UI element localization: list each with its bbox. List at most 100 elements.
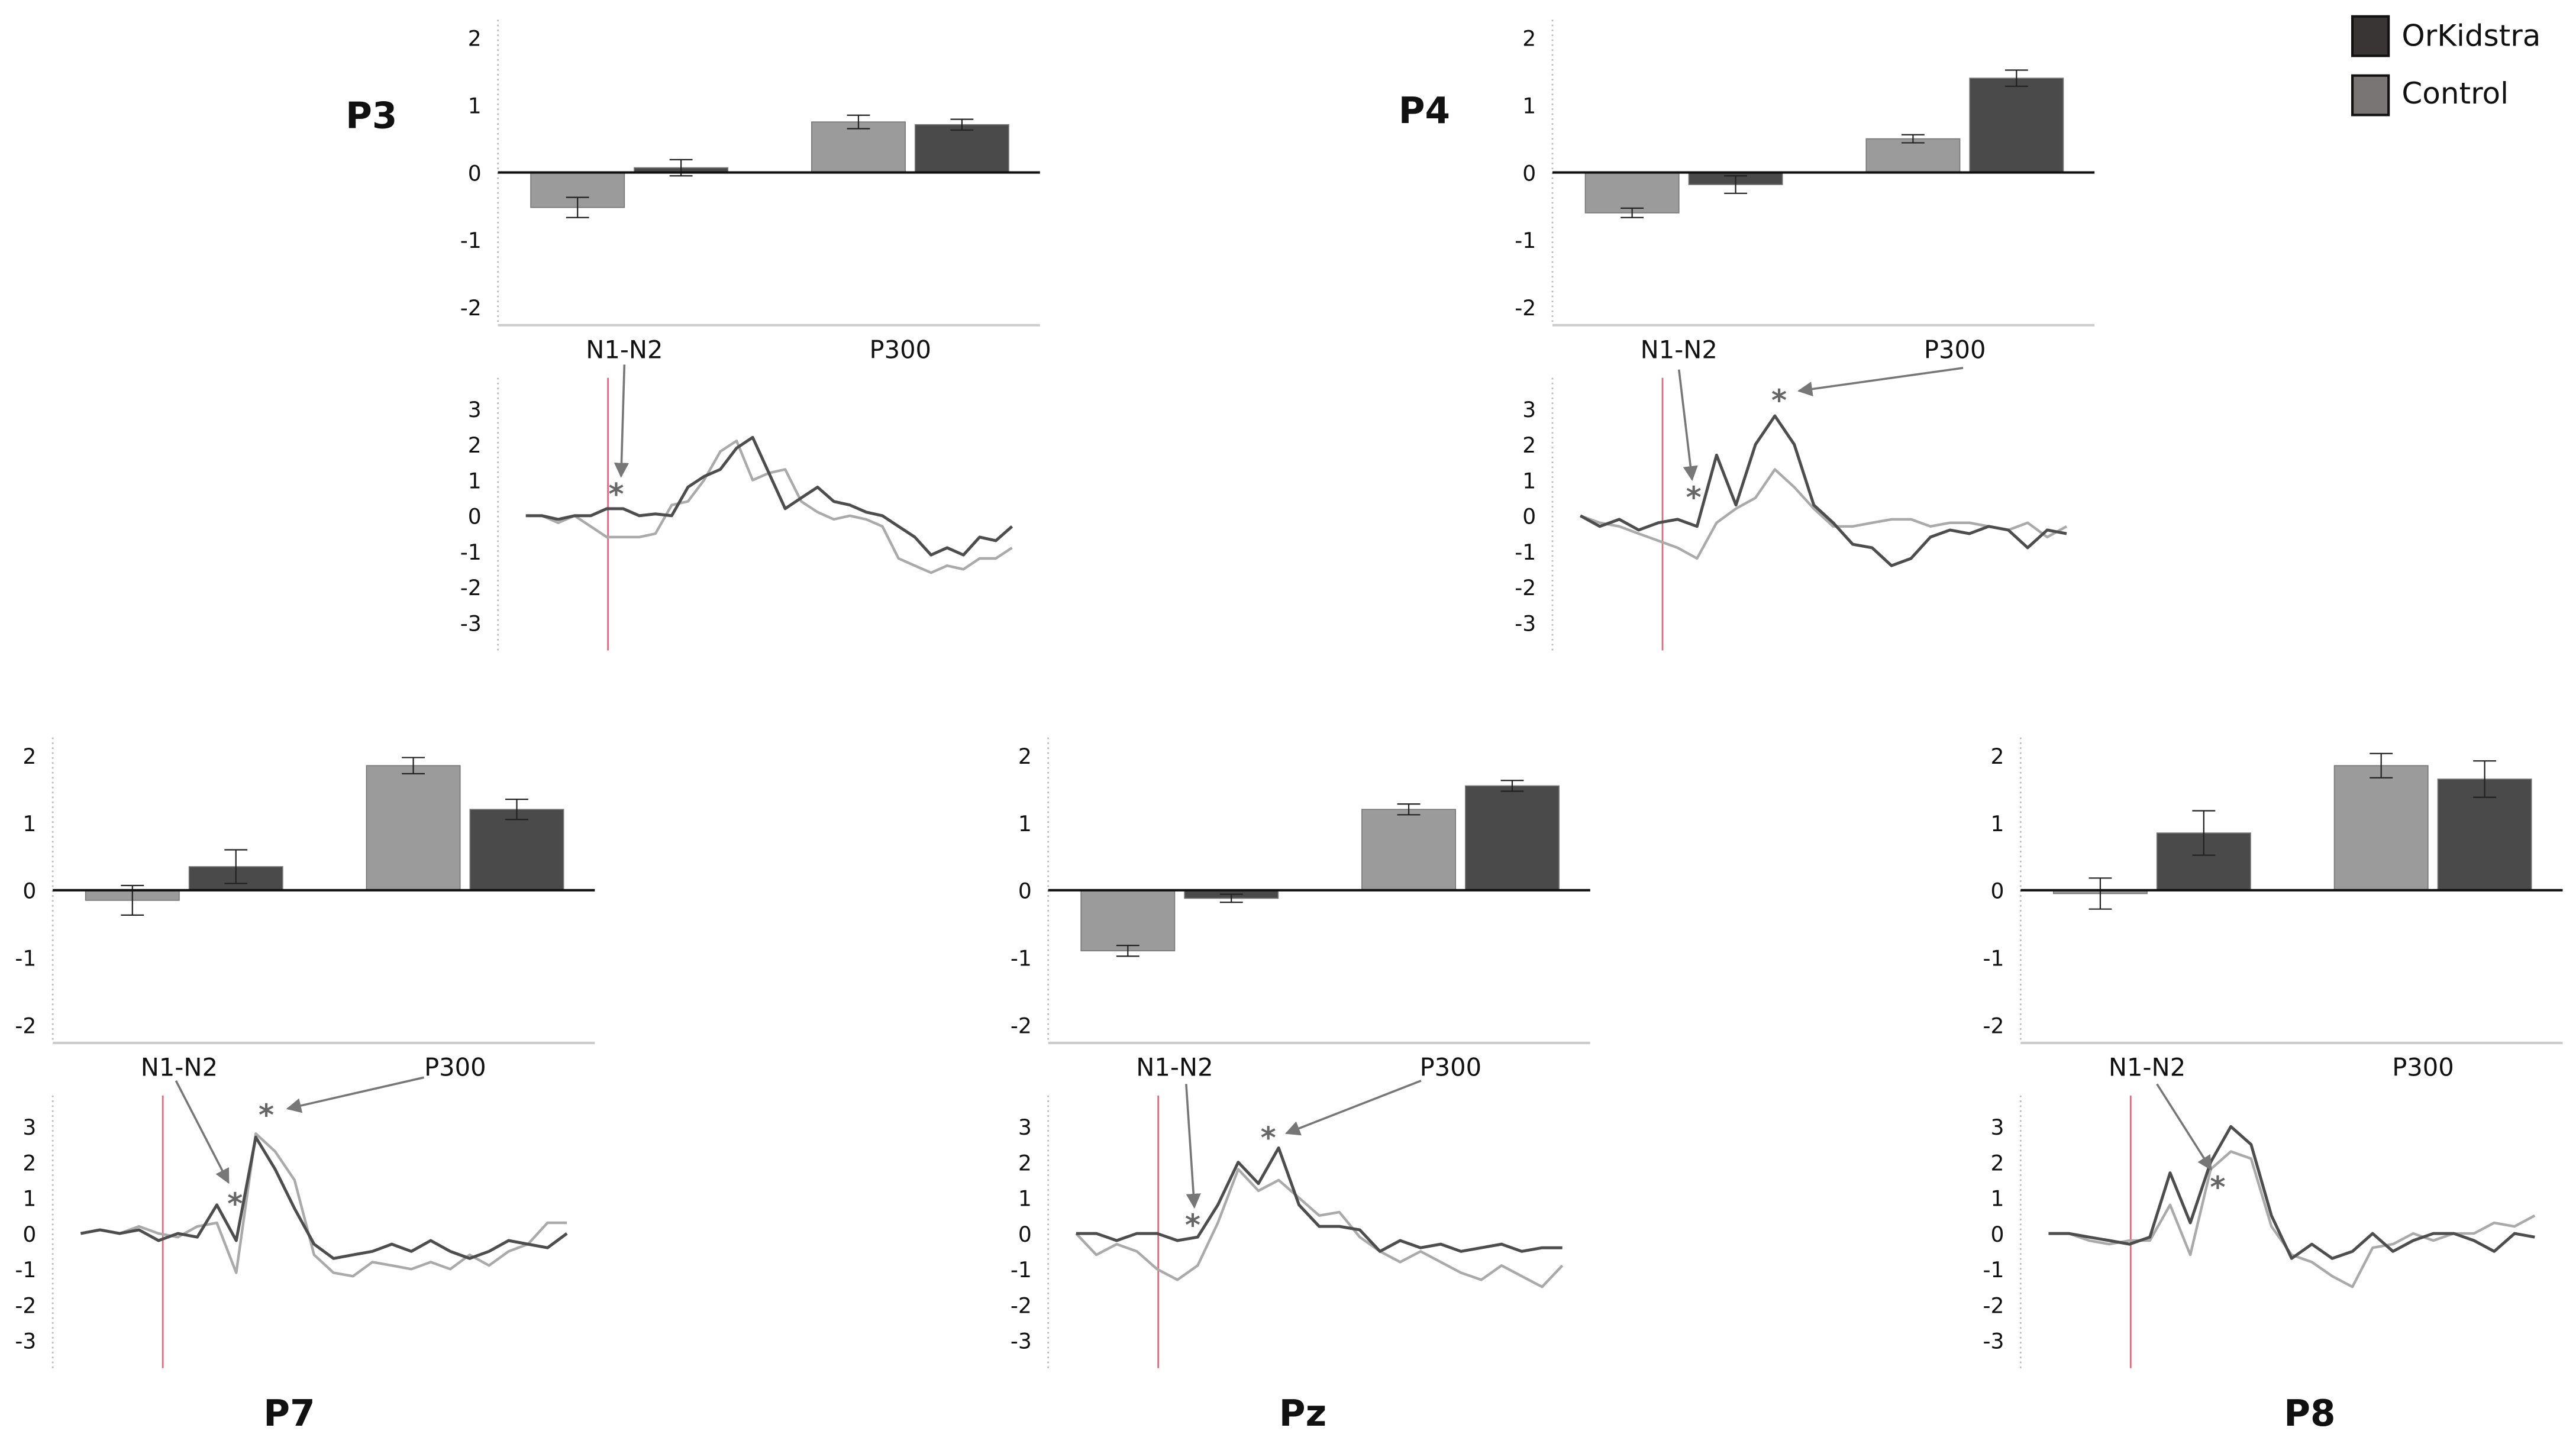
bar-y-tick-label: -2 xyxy=(1983,1013,2004,1038)
panel-title: P4 xyxy=(1399,90,1450,132)
erp-y-tick-label: 3 xyxy=(468,398,482,422)
erp-y-tick-label: -1 xyxy=(15,1258,36,1283)
bar-control-p300 xyxy=(366,765,461,891)
category-label: P300 xyxy=(1924,335,1986,364)
significance-asterisk: * xyxy=(227,1187,243,1221)
bar-control-n1-n2 xyxy=(1584,172,1680,214)
legend-label-orkidstra: OrKidstra xyxy=(2401,19,2541,53)
bar-y-tick-label: 0 xyxy=(1018,879,1032,904)
significance-asterisk: * xyxy=(2210,1170,2225,1204)
erp-y-tick-label: -2 xyxy=(15,1293,36,1318)
bar-y-tick-label: 1 xyxy=(1991,812,2004,836)
bar-control-p300 xyxy=(811,121,906,173)
category-label: N1-N2 xyxy=(586,335,663,364)
erp-y-tick-label: 3 xyxy=(22,1115,36,1140)
erp-y-tick-label: 3 xyxy=(1522,398,1536,422)
bar-control-p300 xyxy=(1361,809,1457,891)
category-label: N1-N2 xyxy=(141,1053,218,1082)
erp-y-tick-label: -3 xyxy=(1011,1329,1032,1354)
bar-y-tick-label: 2 xyxy=(1018,744,1032,769)
significance-arrow xyxy=(175,1080,230,1184)
significance-arrow xyxy=(1284,1080,1422,1136)
bar-y-tick-label: -2 xyxy=(460,296,482,321)
significance-arrow xyxy=(1797,367,1964,397)
significance-asterisk: * xyxy=(1261,1121,1276,1155)
erp-y-tick-label: -2 xyxy=(1983,1293,2004,1318)
bar-y-tick-label: -1 xyxy=(460,228,482,253)
category-label: P300 xyxy=(2392,1053,2454,1082)
erp-y-tick-label: 0 xyxy=(22,1222,36,1247)
erp-y-tick-label: -3 xyxy=(1983,1329,2004,1354)
bar-y-tick-label: 0 xyxy=(22,879,36,904)
erp-y-tick-label: 2 xyxy=(468,433,482,458)
erp-y-tick-label: 0 xyxy=(468,505,482,529)
erp-line-control xyxy=(1580,468,2068,560)
bar-orkidstra-p300 xyxy=(1465,785,1560,891)
bar-orkidstra-p300 xyxy=(1969,77,2064,173)
erp-y-tick-label: -2 xyxy=(1515,576,1536,600)
erp-y-tick-label: 0 xyxy=(1018,1222,1032,1247)
bar-y-tick-label: -1 xyxy=(1011,947,1032,971)
category-label: P300 xyxy=(869,335,931,364)
erp-y-tick-label: -1 xyxy=(460,540,482,565)
erp-y-tick-label: -2 xyxy=(460,576,482,600)
legend-swatch-control xyxy=(2351,74,2390,117)
panel-title: Pz xyxy=(1279,1393,1326,1435)
erp-y-tick-label: 3 xyxy=(1018,1115,1032,1140)
panel-title: P8 xyxy=(2284,1393,2335,1435)
erp-y-tick-label: -1 xyxy=(1983,1258,2004,1283)
panel-p8: P8 2 1 0 -1 -2 N1-N2 P300 3 2 1 0 -1 -2 -3 * xyxy=(1983,737,2563,1435)
category-label: P300 xyxy=(1420,1053,1482,1082)
bar-orkidstra-p300 xyxy=(469,809,564,891)
bar-y-tick-label: 2 xyxy=(1991,744,2004,769)
category-label: P300 xyxy=(424,1053,486,1082)
erp-line-orkidstra xyxy=(2048,1125,2535,1260)
erp-line-control xyxy=(80,1132,567,1278)
bar-y-tick-label: -1 xyxy=(1515,228,1536,253)
bar-y-tick-label: 1 xyxy=(1522,94,1536,119)
bar-y-tick-label: 0 xyxy=(1522,161,1536,186)
significance-arrow xyxy=(1185,1084,1201,1209)
bar-y-tick-label: -2 xyxy=(1515,296,1536,321)
panel-title: P3 xyxy=(346,95,397,137)
significance-asterisk: * xyxy=(1771,383,1787,418)
erp-line-orkidstra xyxy=(1579,414,2067,567)
erp-y-tick-label: 2 xyxy=(1522,433,1536,458)
category-label: N1-N2 xyxy=(2109,1053,2186,1082)
erp-line-control xyxy=(2048,1150,2536,1288)
significance-arrow xyxy=(2156,1083,2212,1171)
legend-label-control: Control xyxy=(2401,76,2509,111)
bar-orkidstra-p300 xyxy=(914,124,1009,173)
panel-pz: Pz 2 1 0 -1 -2 N1-N2 P300 3 2 1 0 -1 -2 -3 * * xyxy=(1011,737,1590,1435)
erp-line-orkidstra xyxy=(80,1135,568,1260)
erp-y-tick-label: -2 xyxy=(1011,1293,1032,1318)
legend-swatch-orkidstra xyxy=(2351,15,2390,57)
bar-y-tick-label: 0 xyxy=(1991,879,2004,904)
erp-y-tick-label: 3 xyxy=(1991,1115,2004,1140)
bar-control-p300 xyxy=(2333,765,2429,891)
erp-y-tick-label: 0 xyxy=(1522,505,1536,529)
bar-y-tick-label: -2 xyxy=(1011,1013,1032,1038)
erp-y-tick-label: 2 xyxy=(22,1151,36,1175)
erp-y-tick-label: 1 xyxy=(1991,1187,2004,1212)
erp-y-tick-label: -1 xyxy=(1011,1258,1032,1283)
erp-line-control xyxy=(1075,1168,1564,1288)
erp-line-orkidstra xyxy=(525,435,1013,557)
panel-title: P7 xyxy=(263,1393,315,1435)
bar-y-tick-label: -1 xyxy=(1983,947,2004,971)
bar-y-tick-label: 1 xyxy=(468,94,482,119)
significance-arrow xyxy=(286,1076,425,1113)
erp-y-tick-label: 2 xyxy=(1018,1151,1032,1175)
erp-y-tick-label: 1 xyxy=(1522,469,1536,493)
erp-y-tick-label: -1 xyxy=(1515,540,1536,565)
category-label: N1-N2 xyxy=(1641,335,1718,364)
erp-y-tick-label: 0 xyxy=(1991,1222,2004,1247)
erp-y-tick-label: 1 xyxy=(468,469,482,493)
significance-asterisk: * xyxy=(608,477,624,511)
panel-p3: P3 2 1 0 -1 -2 N1-N2 P300 3 2 1 0 -1 -2 -3 * xyxy=(346,20,1040,651)
bar-y-tick-label: 2 xyxy=(468,27,482,51)
bar-y-tick-label: 2 xyxy=(1522,27,1536,51)
erp-y-tick-label: -3 xyxy=(1515,611,1536,636)
significance-arrow xyxy=(614,364,630,478)
